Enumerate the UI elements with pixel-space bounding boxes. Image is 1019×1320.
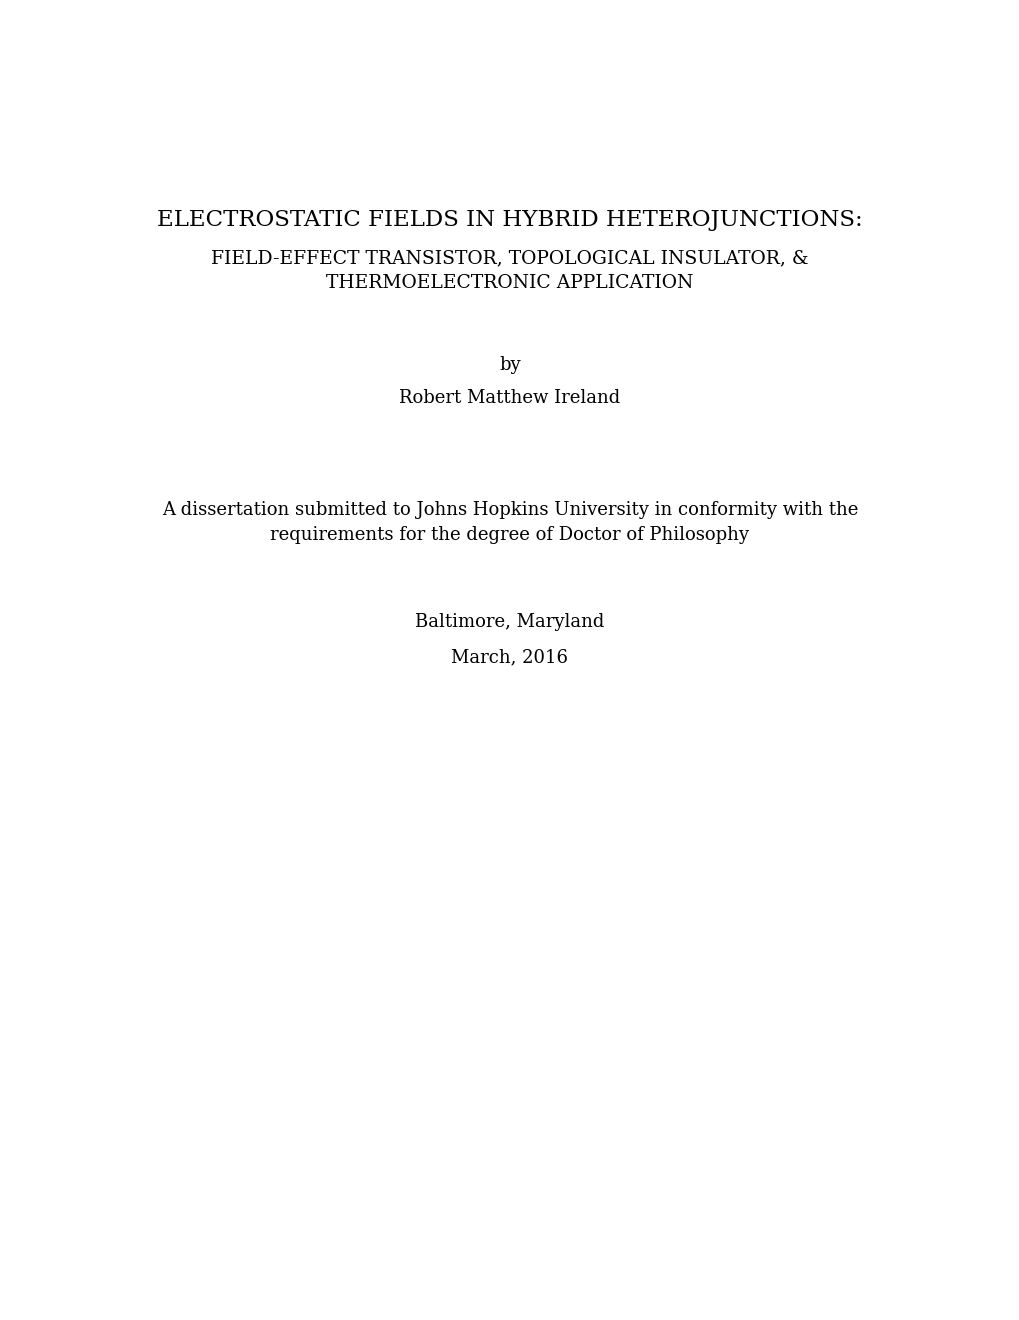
Text: ELECTROSTATIC FIELDS IN HYBRID HETEROJUNCTIONS:: ELECTROSTATIC FIELDS IN HYBRID HETEROJUN… — [157, 209, 862, 231]
Text: THERMOELECTRONIC APPLICATION: THERMOELECTRONIC APPLICATION — [326, 275, 693, 292]
Text: A dissertation submitted to Johns Hopkins University in conformity with the: A dissertation submitted to Johns Hopkin… — [162, 502, 857, 519]
Text: FIELD-EFFECT TRANSISTOR, TOPOLOGICAL INSULATOR, &: FIELD-EFFECT TRANSISTOR, TOPOLOGICAL INS… — [211, 249, 808, 267]
Text: Baltimore, Maryland: Baltimore, Maryland — [415, 612, 604, 631]
Text: Robert Matthew Ireland: Robert Matthew Ireland — [399, 389, 620, 407]
Text: requirements for the degree of Doctor of Philosophy: requirements for the degree of Doctor of… — [270, 525, 749, 544]
Text: by: by — [498, 356, 521, 374]
Text: March, 2016: March, 2016 — [451, 648, 568, 667]
